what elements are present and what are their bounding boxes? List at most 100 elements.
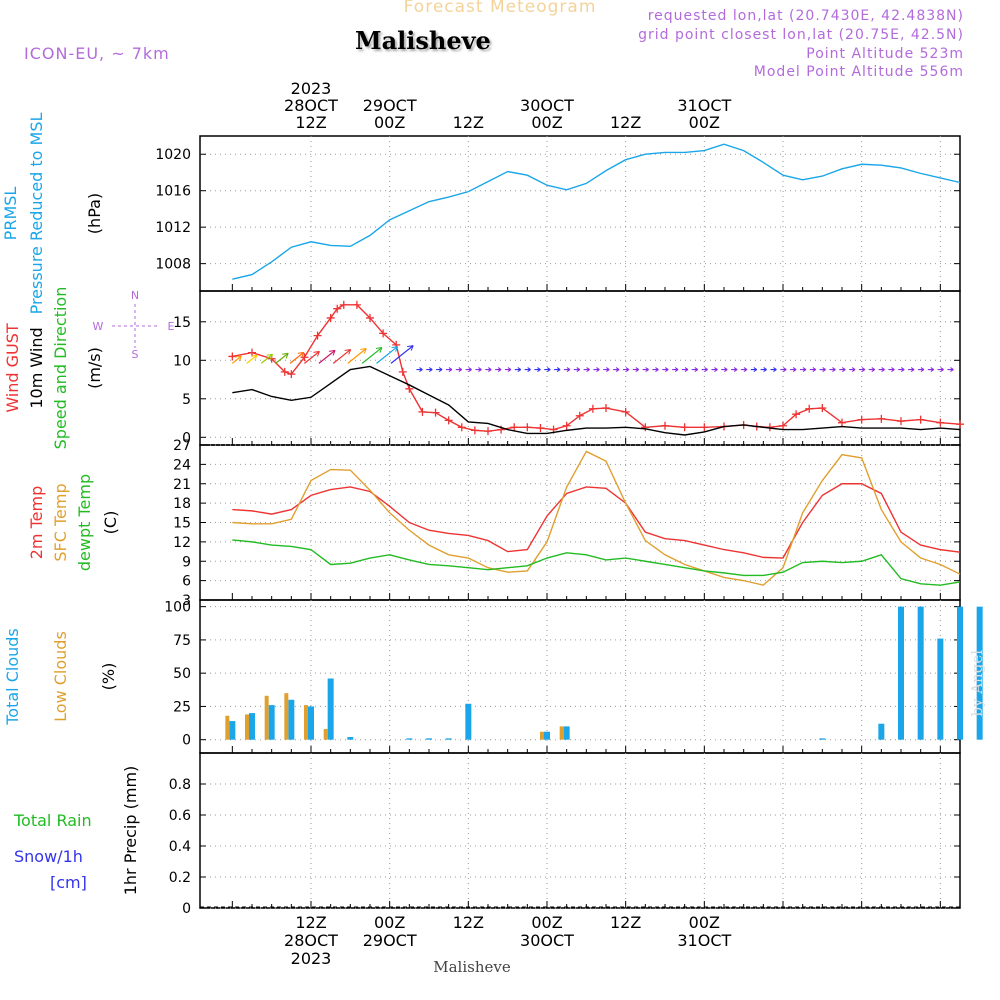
panel-frame xyxy=(199,135,961,292)
bar-total-clouds xyxy=(426,738,432,740)
wind-arrow xyxy=(573,367,581,372)
wind-arrow xyxy=(917,367,925,372)
bar-total-clouds xyxy=(406,738,413,740)
gust-marker xyxy=(916,415,925,424)
y-tick-label: 1020 xyxy=(155,147,191,163)
wind-arrow xyxy=(691,367,699,372)
wind-arrow xyxy=(878,367,885,372)
wind-arrow xyxy=(465,367,472,372)
wind-arrow xyxy=(583,367,590,372)
grid-point-coordinates: grid point closest lon,lat (20.75E, 42.5… xyxy=(638,27,964,43)
bar-total-clouds xyxy=(957,606,963,740)
gust-marker xyxy=(333,304,342,313)
time-label-top: 31OCT xyxy=(677,96,731,115)
bar-total-clouds xyxy=(249,713,255,740)
wind-arrow xyxy=(888,367,895,372)
gust-marker xyxy=(641,423,650,432)
gust-marker xyxy=(366,313,374,322)
credit-watermark: by Angel xyxy=(968,650,986,717)
gust-marker xyxy=(838,418,846,427)
time-label-bottom: 12Z xyxy=(453,913,484,932)
bar-low-clouds xyxy=(323,729,328,740)
panel-frame xyxy=(199,752,961,909)
time-label-bottom: 28OCT xyxy=(284,931,338,950)
wind-arrow xyxy=(563,367,571,372)
wind-arrow xyxy=(770,367,777,372)
bar-low-clouds xyxy=(264,695,269,740)
y-tick-label: 15 xyxy=(173,516,191,532)
wind-arrow-head xyxy=(266,353,274,360)
time-label-bottom: 2023 xyxy=(291,949,332,968)
gust-marker xyxy=(510,423,519,432)
wind-arrow xyxy=(622,367,630,372)
bar-low-clouds xyxy=(559,726,564,740)
y-tick-label: 1016 xyxy=(155,184,191,200)
y-tick-label: 75 xyxy=(173,633,191,649)
gust-marker xyxy=(792,410,801,419)
wind-arrow xyxy=(416,367,423,372)
wind-arrow xyxy=(445,367,453,372)
gust-marker xyxy=(877,414,886,423)
gust-marker xyxy=(700,423,709,432)
wind-arrow-head xyxy=(360,348,367,354)
gust-marker xyxy=(280,367,289,376)
footer-location: Malisheve xyxy=(433,958,511,976)
gust-marker xyxy=(956,420,964,429)
location-name: Malisheve xyxy=(355,26,491,55)
wind-arrow xyxy=(376,346,398,364)
bar-total-clouds xyxy=(445,738,452,740)
wind-arrow xyxy=(436,367,443,372)
wind-arrow xyxy=(829,367,836,372)
wind-arrow xyxy=(819,367,826,372)
wind-arrow xyxy=(721,367,728,372)
wind-arrow xyxy=(275,352,289,364)
panel-clouds: 0 25 50 75 100 Total Clouds Low Clouds (%) xyxy=(3,599,983,754)
gust-marker xyxy=(431,408,440,417)
y-tick-label: 9 xyxy=(182,554,191,570)
bar-total-clouds xyxy=(308,706,314,740)
time-label-top: 00Z xyxy=(374,113,405,132)
panel-label: Low Clouds xyxy=(51,631,70,722)
panel-wind: 0 5 10 15 Wind GUST 10m Wind Speed and Directi… xyxy=(3,287,964,449)
y-tick-label: 1008 xyxy=(155,257,191,273)
wind-arrow-head xyxy=(250,354,258,361)
wind-arrow-head xyxy=(344,348,352,355)
panel-label: Total Clouds xyxy=(3,628,22,726)
wind-arrow xyxy=(534,367,541,372)
time-label-top: 2023 xyxy=(291,79,332,98)
gust-marker xyxy=(418,407,427,416)
wind-arrow xyxy=(849,367,856,372)
time-label-top: 12Z xyxy=(295,113,326,132)
y-tick-label: 0 xyxy=(182,733,191,749)
time-label-bottom: 00Z xyxy=(374,913,405,932)
gust-marker xyxy=(575,411,584,420)
y-tick-label: 0.4 xyxy=(169,839,191,855)
y-tick-label: 0.2 xyxy=(169,870,191,886)
wind-arrow xyxy=(554,367,561,372)
bar-total-clouds xyxy=(917,606,924,740)
wind-arrow xyxy=(858,367,866,372)
panel-precipitation: 0 0.2 0.4 0.6 0.8 Total Rain Snow/1h [cm] 1hr Pr… xyxy=(13,752,961,917)
panel-label: 10m Wind xyxy=(27,327,46,408)
gust-marker xyxy=(536,424,545,433)
wind-arrow xyxy=(347,348,367,364)
y-tick-label: 100 xyxy=(164,600,191,616)
gust-marker xyxy=(313,331,322,340)
wind-arrow xyxy=(289,351,305,364)
gust-marker xyxy=(621,407,630,416)
wind-arrow xyxy=(701,367,708,372)
wind-arrow xyxy=(390,345,414,364)
wind-arrow-head xyxy=(375,347,383,353)
y-tick-label: 0 xyxy=(182,901,191,917)
wind-arrow xyxy=(662,367,669,372)
y-tick-label: 0 xyxy=(182,430,191,446)
y-tick-label: 50 xyxy=(173,666,191,682)
wind-arrow xyxy=(760,367,767,372)
panel-label: dewpt Temp xyxy=(75,474,94,571)
gust-marker xyxy=(398,367,407,376)
y-tick-label: 27 xyxy=(173,438,191,454)
wind-arrow xyxy=(426,367,433,372)
time-label-top: 29OCT xyxy=(363,96,417,115)
panel-unit-label: 1hr Precip (mm) xyxy=(121,766,140,896)
